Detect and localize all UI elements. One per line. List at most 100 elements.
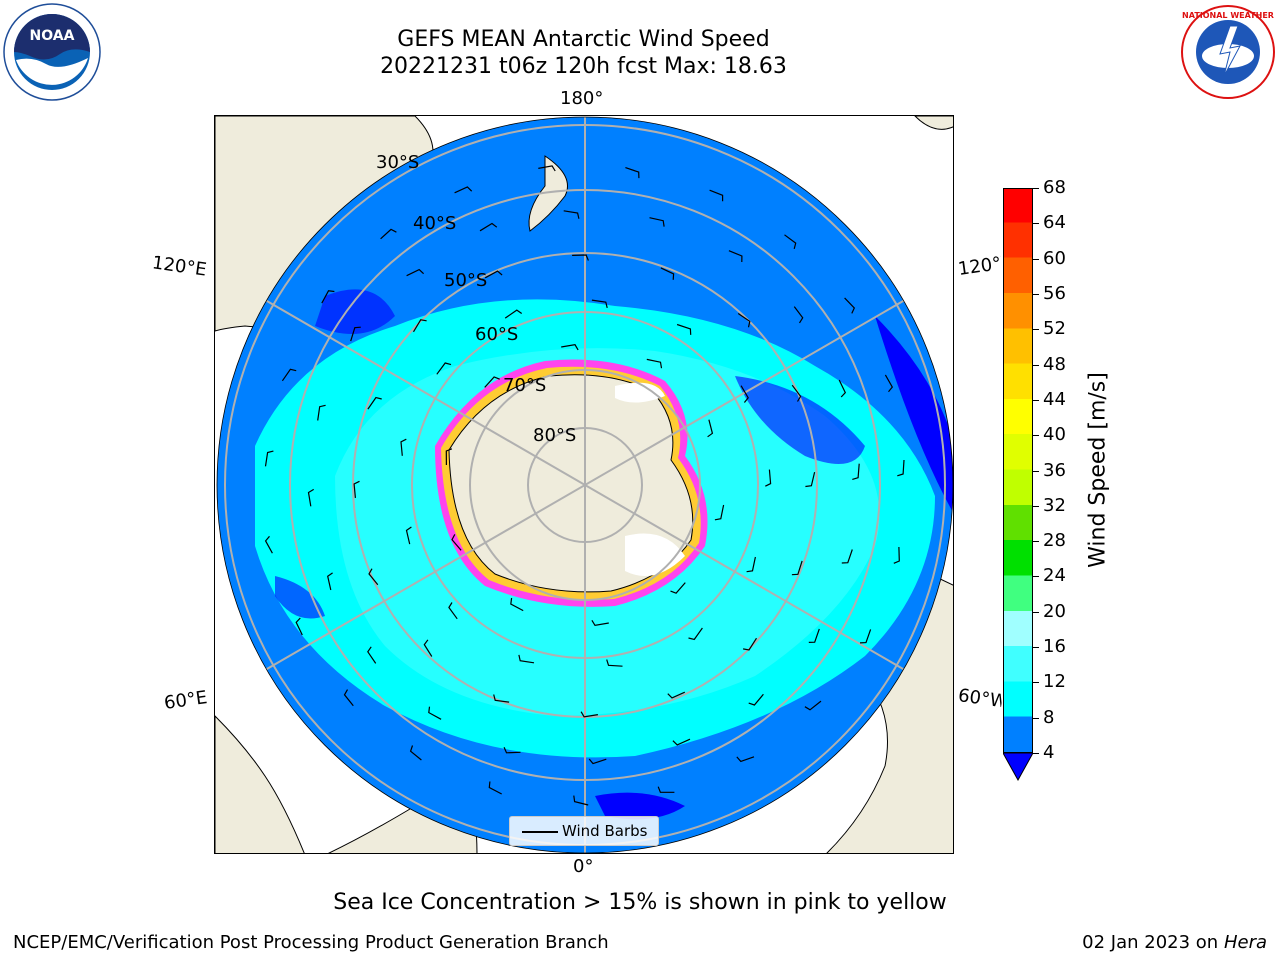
polar-map — [215, 116, 953, 853]
wind-barb — [748, 693, 764, 706]
wind-barb — [406, 268, 425, 277]
wind-barb — [884, 374, 894, 393]
colorbar-title: Wind Speed [m/s] — [1085, 372, 1111, 568]
nws-logo: NATIONAL WEATHER — [1181, 5, 1275, 99]
colorbar-tick — [1033, 364, 1039, 366]
wind-barb — [454, 186, 473, 194]
colorbar-tick-label: 32 — [1043, 494, 1066, 516]
footer-date-text: 02 Jan 2023 on — [1082, 932, 1224, 953]
wind-barb — [676, 323, 692, 335]
wind-barb — [791, 560, 803, 576]
wind-barb — [423, 639, 433, 657]
colorbar-tick — [1033, 682, 1039, 684]
wind-barb — [804, 700, 822, 711]
wind-barb — [588, 758, 607, 765]
wind-barb — [793, 306, 804, 324]
lon-label-60e: 60°E — [162, 687, 209, 714]
wind-barb — [572, 254, 589, 261]
colorbar-tick-label: 68 — [1043, 177, 1066, 198]
wind-barb — [670, 582, 686, 594]
wind-barb — [295, 617, 303, 636]
wind-barb — [591, 299, 608, 309]
wind-barb — [688, 627, 703, 641]
colorbar-tick-label: 20 — [1043, 600, 1066, 622]
wind-barb — [451, 534, 462, 551]
wind-barb — [317, 404, 326, 421]
wind-barb — [672, 738, 691, 746]
lat-label-70s: 70°S — [503, 375, 547, 396]
wind-barb — [368, 568, 379, 586]
wind-barb — [400, 438, 407, 456]
wind-barb — [380, 228, 397, 240]
legend-label: Wind Barbs — [562, 822, 648, 840]
wind-barb — [742, 637, 758, 651]
wind-barb — [264, 450, 274, 467]
wind-barb — [657, 786, 675, 793]
wind-barb — [573, 795, 589, 806]
wind-barb — [405, 526, 412, 545]
lat-label-80s: 80°S — [533, 425, 577, 446]
wind-barb — [740, 385, 749, 403]
wind-barb — [660, 267, 675, 280]
colorbar-tick — [1033, 258, 1039, 260]
wind-barb — [436, 362, 452, 375]
wind-barb — [538, 165, 556, 172]
lat-label-50s: 50°S — [444, 270, 488, 291]
wind-barb — [281, 368, 297, 382]
chart-title: GEFS MEAN Antarctic Wind Speed — [397, 27, 770, 52]
wind-barb — [488, 781, 502, 795]
wind-barb — [728, 250, 743, 263]
colorbar-tick — [1033, 576, 1039, 578]
colorbar-tick-label: 56 — [1043, 282, 1066, 304]
wind-barb — [893, 546, 900, 564]
colorbar-tick — [1033, 505, 1039, 507]
wind-barb — [307, 488, 315, 507]
map-legend: Wind Barbs — [509, 816, 659, 846]
svg-text:NOAA: NOAA — [30, 28, 75, 44]
colorbar-tick — [1033, 188, 1039, 189]
colorbar-tick-label: 12 — [1043, 671, 1066, 693]
colorbar-tick-label: 48 — [1043, 353, 1066, 375]
wind-barb — [445, 448, 453, 466]
lon-label-180: 180° — [560, 88, 604, 109]
colorbar-tick — [1033, 541, 1039, 543]
lon-label-120e: 120°E — [150, 252, 208, 281]
wind-barb — [561, 344, 579, 351]
colorbar-tick — [1033, 470, 1039, 472]
lat-label-60s: 60°S — [475, 324, 519, 345]
noaa-logo: NOAA — [3, 3, 101, 101]
footer-date: 02 Jan 2023 on Hera — [1082, 932, 1267, 953]
lon-label-60w: 60°W — [956, 685, 1004, 712]
wind-barb — [646, 358, 663, 369]
wind-barb — [841, 549, 853, 564]
wind-barb — [428, 706, 442, 720]
map-panel — [214, 115, 954, 854]
wind-barb — [625, 167, 640, 179]
wind-barb — [493, 694, 510, 703]
wind-barb — [367, 646, 377, 664]
wind-barb — [591, 619, 609, 627]
wind-barb — [859, 629, 872, 644]
colorbar-tick — [1033, 293, 1039, 295]
wind-barb — [714, 504, 725, 521]
wind-barb — [367, 396, 382, 410]
colorbar-tick — [1033, 647, 1039, 649]
wind-barb — [350, 326, 361, 342]
colorbar-tick-label: 60 — [1043, 247, 1066, 269]
wind-barb — [479, 222, 498, 232]
colorbar-tick — [1033, 753, 1039, 754]
wind-barb — [649, 217, 665, 227]
wind-barb — [838, 379, 847, 398]
wind-barb — [510, 597, 524, 612]
wind-barb — [737, 313, 751, 328]
wind-barb — [563, 210, 580, 219]
colorbar-tick-label: 64 — [1043, 212, 1066, 234]
wind-barb — [503, 747, 521, 754]
wind-barb — [667, 691, 686, 699]
new-zealand — [528, 155, 568, 232]
wind-barb — [343, 689, 354, 707]
wind-barb — [736, 756, 755, 763]
wind-barb — [707, 419, 714, 438]
footer-credit: NCEP/EMC/Verification Post Processing Pr… — [13, 932, 609, 953]
colorbar-tick-label: 4 — [1043, 742, 1055, 763]
